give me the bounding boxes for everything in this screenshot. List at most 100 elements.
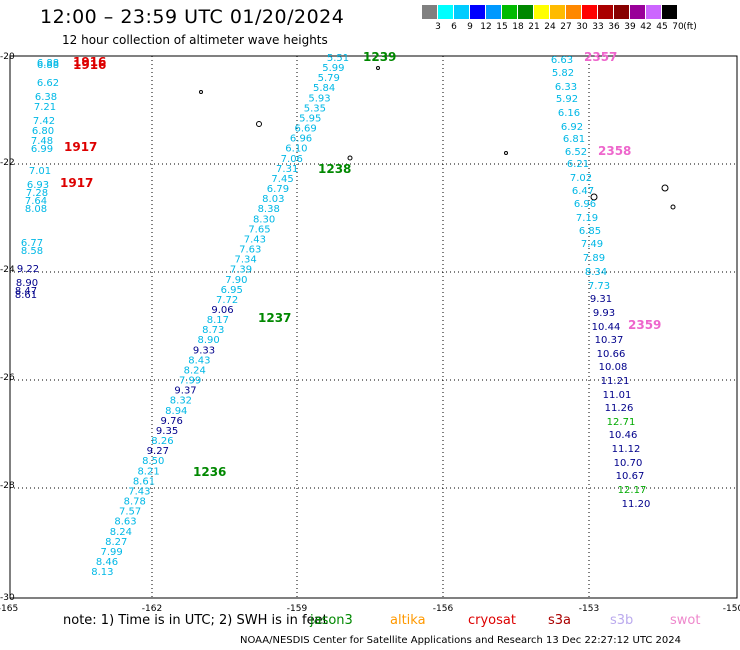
wave-height-value: 9.93 bbox=[593, 308, 615, 319]
wave-height-value: 8.34 bbox=[585, 267, 607, 278]
pass-time-label: 2358 bbox=[598, 144, 631, 158]
credit-line: NOAA/NESDIS Center for Satellite Applica… bbox=[240, 635, 682, 646]
wave-height-value: 9.31 bbox=[590, 294, 612, 305]
legend-label: 15 bbox=[496, 22, 508, 32]
legend-label: 3 bbox=[435, 22, 441, 32]
wave-height-value: 9.33 bbox=[193, 345, 215, 356]
altimeter-tracks: 6.886.886.626.387.217.426.807.486.997.01… bbox=[15, 50, 662, 578]
mission-s3b: s3b bbox=[610, 613, 634, 628]
wave-height-value: 7.45 bbox=[271, 174, 293, 185]
latitude-tick-label: -24 bbox=[0, 265, 15, 275]
wave-height-value: 7.43 bbox=[244, 234, 266, 245]
wave-height-value: 7.65 bbox=[248, 224, 270, 235]
pass-time-label: 1916 bbox=[73, 55, 106, 69]
wave-height-value: 8.21 bbox=[137, 466, 159, 477]
wave-height-value: 8.24 bbox=[110, 527, 132, 538]
wave-height-value: 6.77 bbox=[21, 238, 43, 249]
legend-label: 6 bbox=[451, 22, 457, 32]
wave-height-value: 5.51 bbox=[327, 53, 349, 64]
map-grid bbox=[9, 55, 738, 599]
wave-height-value: 7.06 bbox=[281, 154, 303, 165]
legend-label: 27 bbox=[560, 22, 572, 32]
pass-time-label: 1238 bbox=[318, 162, 351, 176]
wave-height-value: 8.38 bbox=[258, 204, 280, 215]
legend-label: 42 bbox=[640, 22, 652, 32]
wave-height-value: 7.28 bbox=[26, 188, 48, 199]
wave-height-value: 6.88 bbox=[37, 60, 59, 71]
legend-swatch bbox=[518, 5, 534, 19]
island-marker bbox=[256, 121, 262, 127]
pass-time-label: 1236 bbox=[193, 465, 226, 479]
wave-height-value: 10.67 bbox=[616, 471, 645, 482]
wave-height-value: 6.99 bbox=[31, 144, 53, 155]
wave-height-value: 6.21 bbox=[567, 159, 589, 170]
wave-height-value: 8.61 bbox=[133, 476, 155, 487]
wave-height-value: 6.69 bbox=[295, 124, 317, 135]
wave-height-value: 9.37 bbox=[174, 386, 196, 397]
legend-swatches bbox=[422, 5, 702, 19]
wave-height-value: 8.08 bbox=[25, 204, 47, 215]
wave-height-value: 5.82 bbox=[552, 68, 574, 79]
latitude-tick-label: -28 bbox=[0, 481, 15, 491]
wave-height-value: 7.43 bbox=[128, 486, 150, 497]
legend-label: 39 bbox=[624, 22, 636, 32]
wave-height-value: 8.58 bbox=[21, 246, 43, 257]
legend-swatch bbox=[550, 5, 566, 19]
mission-altika: altika bbox=[390, 613, 426, 628]
wave-height-value: 7.39 bbox=[230, 265, 252, 276]
legend-swatch bbox=[598, 5, 614, 19]
wave-height-value: 6.16 bbox=[558, 108, 580, 119]
axis-ticks: -165 -162 -159 -156 -153 -150 -20 -22 -24 -26 -28 -… bbox=[0, 52, 740, 614]
legend-label: 33 bbox=[592, 22, 604, 32]
legend-label: 36 bbox=[608, 22, 620, 32]
wave-height-value: 6.88 bbox=[37, 58, 59, 69]
wave-height-value: 5.79 bbox=[318, 73, 340, 84]
wave-height-value: 5.92 bbox=[556, 94, 578, 105]
wave-height-value: 9.76 bbox=[161, 416, 183, 427]
wave-height-value: 6.47 bbox=[572, 186, 594, 197]
wave-height-value: 7.31 bbox=[276, 164, 298, 175]
wave-height-value: 8.46 bbox=[96, 557, 118, 568]
wave-height-value: 9.35 bbox=[156, 426, 178, 437]
legend-swatch bbox=[534, 5, 550, 19]
pass-time-label: 1237 bbox=[258, 311, 291, 325]
latitude-tick-label: -20 bbox=[0, 52, 15, 62]
pass-time-label: 1239 bbox=[363, 50, 396, 64]
wave-height-value: 6.81 bbox=[563, 134, 585, 145]
wave-height-value: 11.21 bbox=[601, 376, 630, 387]
mission-cryosat: cryosat bbox=[468, 613, 516, 628]
longitude-tick-label: -156 bbox=[433, 604, 454, 614]
legend-swatch bbox=[470, 5, 486, 19]
wave-height-value: 5.35 bbox=[304, 103, 326, 114]
wave-height-value: 8.50 bbox=[142, 456, 164, 467]
legend-swatch bbox=[422, 5, 438, 19]
islands bbox=[199, 66, 676, 210]
longitude-tick-label: -165 bbox=[0, 604, 18, 614]
legend-label: 30 bbox=[576, 22, 588, 32]
wave-height-value: 7.73 bbox=[588, 281, 610, 292]
wave-height-value: 8.47 bbox=[15, 286, 37, 297]
mission-swot: swot bbox=[670, 613, 701, 628]
wave-height-value: 6.33 bbox=[555, 82, 577, 93]
longitude-tick-label: -162 bbox=[142, 604, 162, 614]
wave-height-value: 6.95 bbox=[221, 285, 243, 296]
island-marker bbox=[504, 151, 508, 155]
wave-height-value: 5.95 bbox=[299, 113, 321, 124]
legend-label: 70 bbox=[672, 22, 684, 32]
wave-height-value: 7.72 bbox=[216, 295, 238, 306]
wave-height-value: 8.90 bbox=[16, 278, 38, 289]
wave-height-value: 7.48 bbox=[31, 136, 53, 147]
wave-height-value: 6.62 bbox=[37, 78, 59, 89]
legend-swatch bbox=[438, 5, 454, 19]
island-marker bbox=[347, 155, 353, 161]
wave-height-value: 6.96 bbox=[290, 134, 312, 145]
island-marker bbox=[670, 204, 676, 210]
legend-label: 24 bbox=[544, 22, 556, 32]
wave-height-value: 7.90 bbox=[225, 275, 247, 286]
longitude-tick-label: -159 bbox=[287, 604, 308, 614]
wave-height-value: 8.27 bbox=[105, 537, 127, 548]
track-1916-1917: 6.886.886.626.387.217.426.807.486.997.01… bbox=[15, 55, 107, 301]
wave-height-value: 7.64 bbox=[25, 196, 47, 207]
wave-height-value: 7.63 bbox=[239, 245, 261, 256]
